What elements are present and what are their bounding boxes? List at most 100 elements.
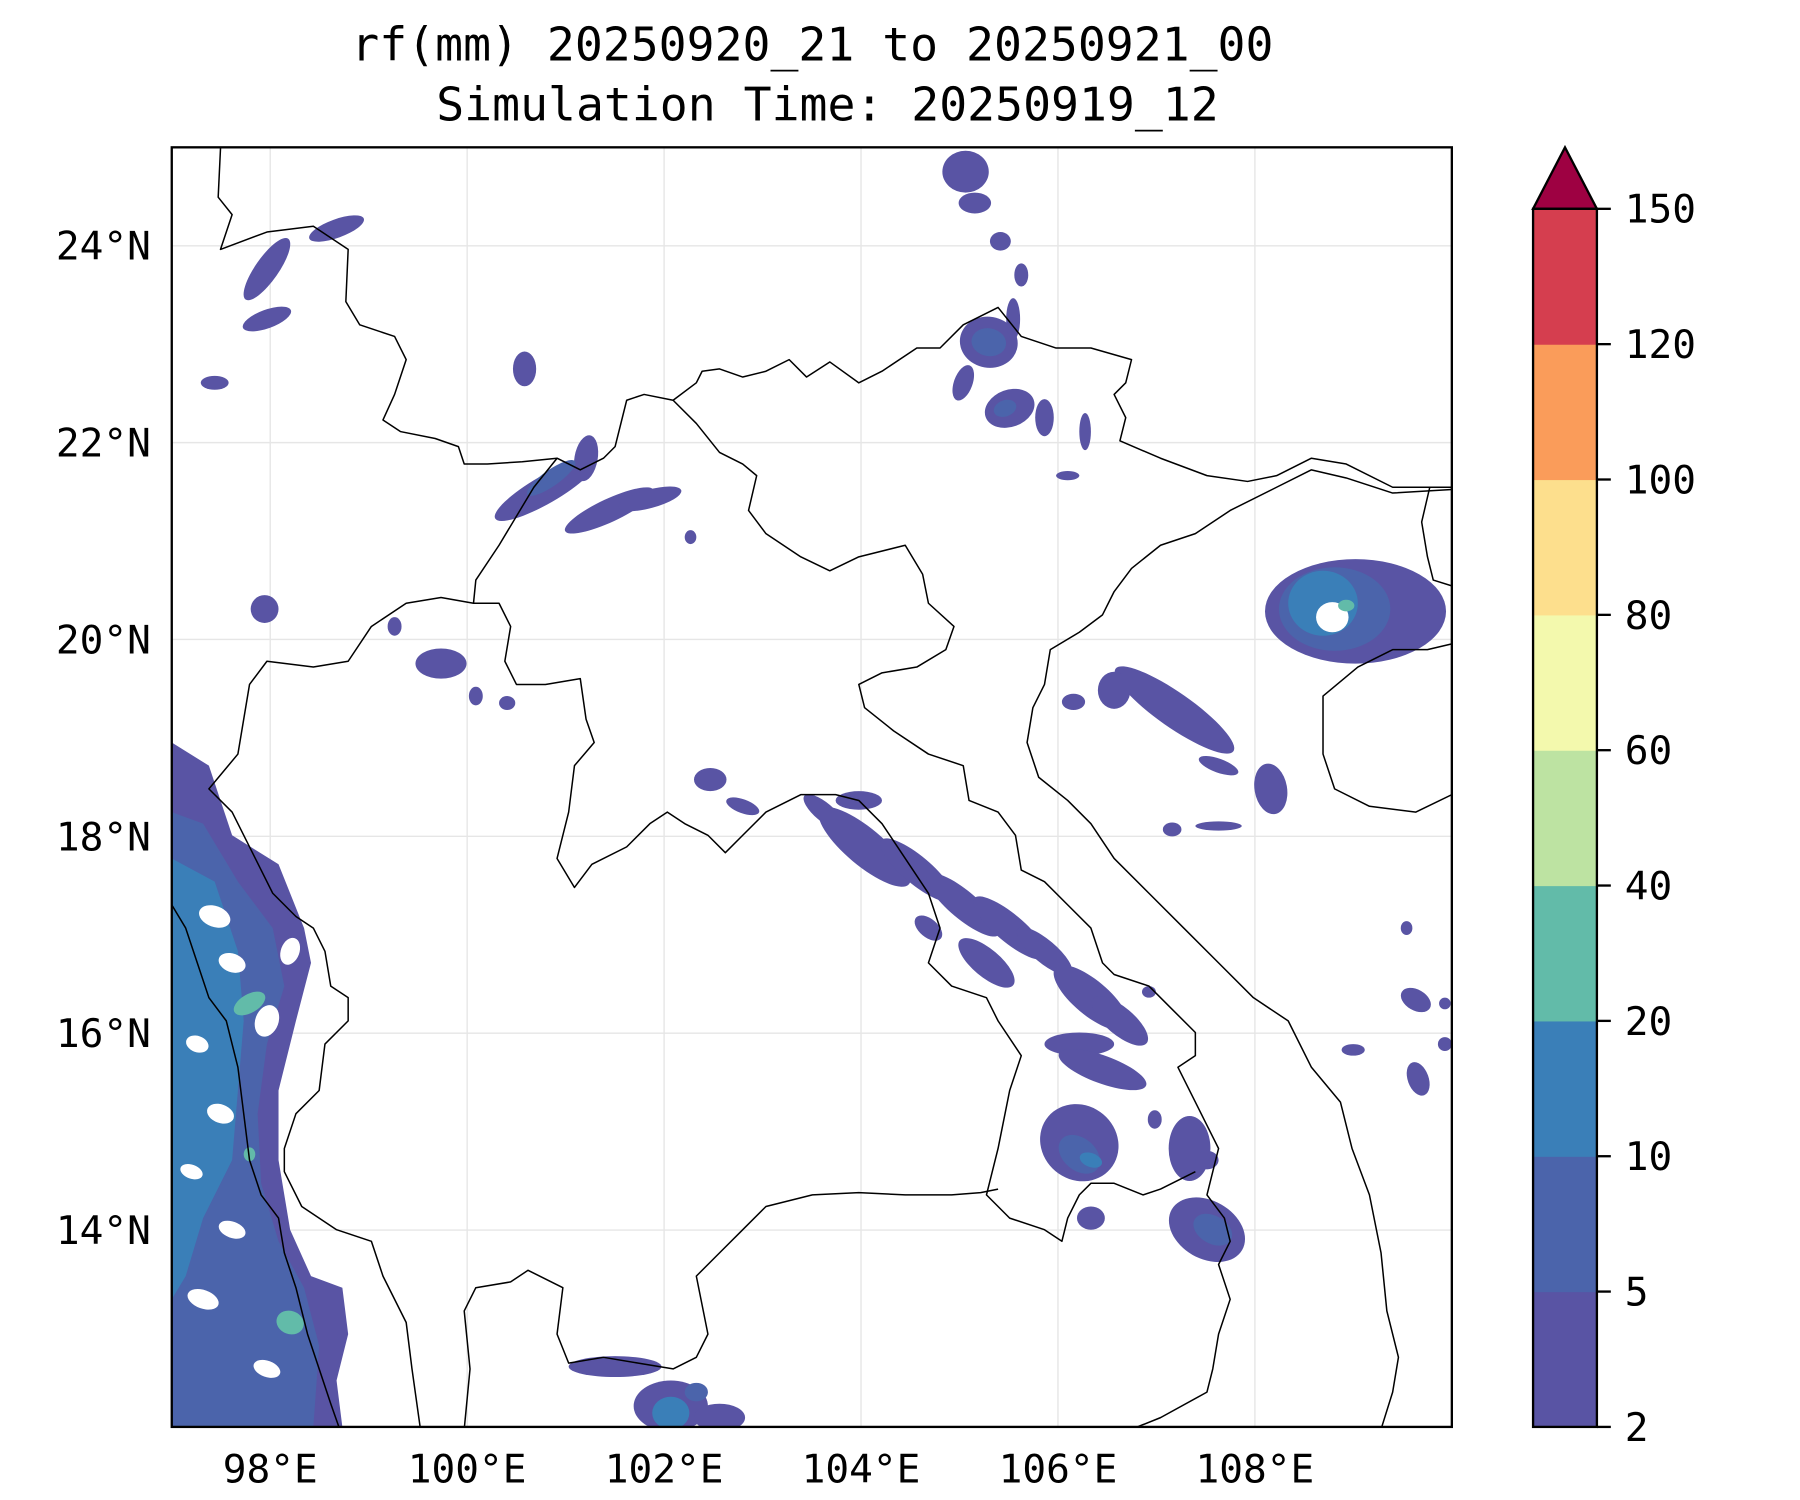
- colorbar-tick-label: 100: [1625, 457, 1696, 503]
- rain-contour: [1439, 997, 1451, 1010]
- colorbar-tick-label: 60: [1625, 728, 1673, 774]
- rain-contour: [568, 1356, 662, 1378]
- rain-contour: [1091, 996, 1149, 1046]
- colorbar-tick-label: 5: [1625, 1269, 1649, 1315]
- rain-contour: [1079, 1152, 1103, 1168]
- border-line: [1026, 469, 1452, 1427]
- rain-contour: [989, 232, 1011, 251]
- chart-title: rf(mm) 20250920_21 to 20250921_00: [351, 17, 1273, 71]
- rain-contour: [1195, 1150, 1219, 1170]
- rain-contour: [499, 696, 516, 710]
- rain-contour: [1195, 821, 1242, 831]
- rain-contour: [926, 873, 1000, 937]
- rain-contour: [253, 1359, 281, 1378]
- rain-contour: [818, 806, 911, 887]
- colorbar-segment: [1533, 1156, 1597, 1293]
- colorbar: 2 5 10 20 40 60 80 100 120 150: [1531, 144, 1696, 1451]
- latitude-tick-labels: 14°N 16°N 18°N 20°N 22°N 24°N: [56, 224, 151, 1254]
- rain-contour: [1035, 399, 1054, 437]
- rain-contour: [1406, 1062, 1430, 1096]
- rain-contour: [993, 399, 1017, 417]
- colorbar-tick-label: 120: [1625, 322, 1696, 368]
- colorbar-frame: [1531, 207, 1599, 1429]
- colorbar-segment: [1533, 344, 1597, 481]
- rain-contour: [1061, 693, 1086, 710]
- rain-contour: [1058, 1049, 1147, 1091]
- rain-contour: [914, 915, 943, 941]
- rain-contour: [1016, 927, 1073, 976]
- lon-tick-label: 100°E: [408, 1447, 527, 1493]
- rain-contour: [242, 306, 292, 332]
- lat-tick-label: 24°N: [56, 224, 151, 270]
- rain-contour: [726, 797, 760, 816]
- rain-contour: [942, 150, 989, 193]
- rain-contour: [276, 1310, 304, 1335]
- colorbar-segment: [1533, 614, 1597, 751]
- colorbar-segment: [1533, 1020, 1597, 1157]
- lat-tick-label: 20°N: [56, 617, 151, 663]
- rain-contour: [1198, 755, 1239, 776]
- colorbar-segment: [1533, 1291, 1597, 1428]
- rain-contour: [218, 1220, 246, 1239]
- rain-contour: [218, 952, 246, 973]
- rain-contour: [694, 767, 727, 792]
- border-line: [217, 148, 1452, 488]
- lon-tick-label: 106°E: [999, 1447, 1118, 1493]
- rain-contour: [309, 215, 365, 242]
- map-panel: [170, 146, 1453, 1429]
- colorbar-tick-label: 20: [1625, 999, 1673, 1045]
- lon-tick-label: 108°E: [1196, 1447, 1315, 1493]
- rain-contour: [1341, 1044, 1365, 1056]
- lat-tick-label: 14°N: [56, 1208, 151, 1254]
- border-line: [1322, 643, 1452, 813]
- rain-contour: [952, 365, 975, 401]
- colorbar-tick-label: 40: [1625, 863, 1673, 909]
- rain-contour: [180, 1164, 203, 1180]
- rain-contour: [684, 1382, 708, 1402]
- rain-contour: [527, 460, 576, 496]
- rain-contour: [200, 375, 229, 390]
- colorbar-segment: [1533, 750, 1597, 887]
- lat-tick-label: 16°N: [56, 1011, 151, 1057]
- border-line: [1420, 487, 1452, 587]
- rain-contour: [1162, 822, 1182, 837]
- rain-contour: [1437, 1037, 1452, 1052]
- lon-tick-label: 98°E: [223, 1447, 318, 1493]
- rain-contour: [1254, 763, 1288, 815]
- rain-contour: [1338, 599, 1355, 612]
- colorbar-segment: [1533, 479, 1597, 616]
- rain-contour: [186, 1035, 209, 1053]
- lat-tick-label: 18°N: [56, 814, 151, 860]
- rain-contour: [254, 1005, 280, 1037]
- gridlines: [171, 147, 1452, 1427]
- rain-contour: [512, 351, 537, 387]
- rain-contour: [1193, 1213, 1233, 1246]
- rain-contour: [971, 328, 1007, 357]
- rain-contour: [243, 238, 291, 301]
- rain-contour: [1168, 1116, 1211, 1181]
- rain-contour: [387, 617, 402, 636]
- rain-contour: [233, 991, 266, 1016]
- colorbar-segment: [1533, 208, 1597, 345]
- rain-contour: [1114, 666, 1235, 754]
- rain-contour: [1097, 671, 1131, 709]
- rain-contour: [694, 1403, 746, 1427]
- rain-contour: [1076, 1206, 1105, 1230]
- longitude-tick-labels: 98°E 100°E 102°E 104°E 106°E 108°E: [223, 1447, 1315, 1493]
- lon-tick-label: 104°E: [802, 1447, 921, 1493]
- rain-contour: [187, 1288, 219, 1310]
- rain-contour: [1316, 602, 1349, 633]
- border-line: [171, 904, 340, 1427]
- border-line: [472, 457, 1196, 1243]
- rain-contour: [1014, 263, 1029, 287]
- rain-contour: [1400, 921, 1413, 936]
- border-line: [463, 1188, 999, 1427]
- rain-contour: [250, 595, 279, 623]
- colorbar-tick-label: 80: [1625, 593, 1673, 639]
- rain-contour: [207, 1103, 234, 1124]
- colorbar-segment: [1533, 885, 1597, 1022]
- border-line: [672, 399, 1231, 1427]
- rain-contour: [958, 938, 1015, 988]
- rainfall-contours: [171, 150, 1452, 1427]
